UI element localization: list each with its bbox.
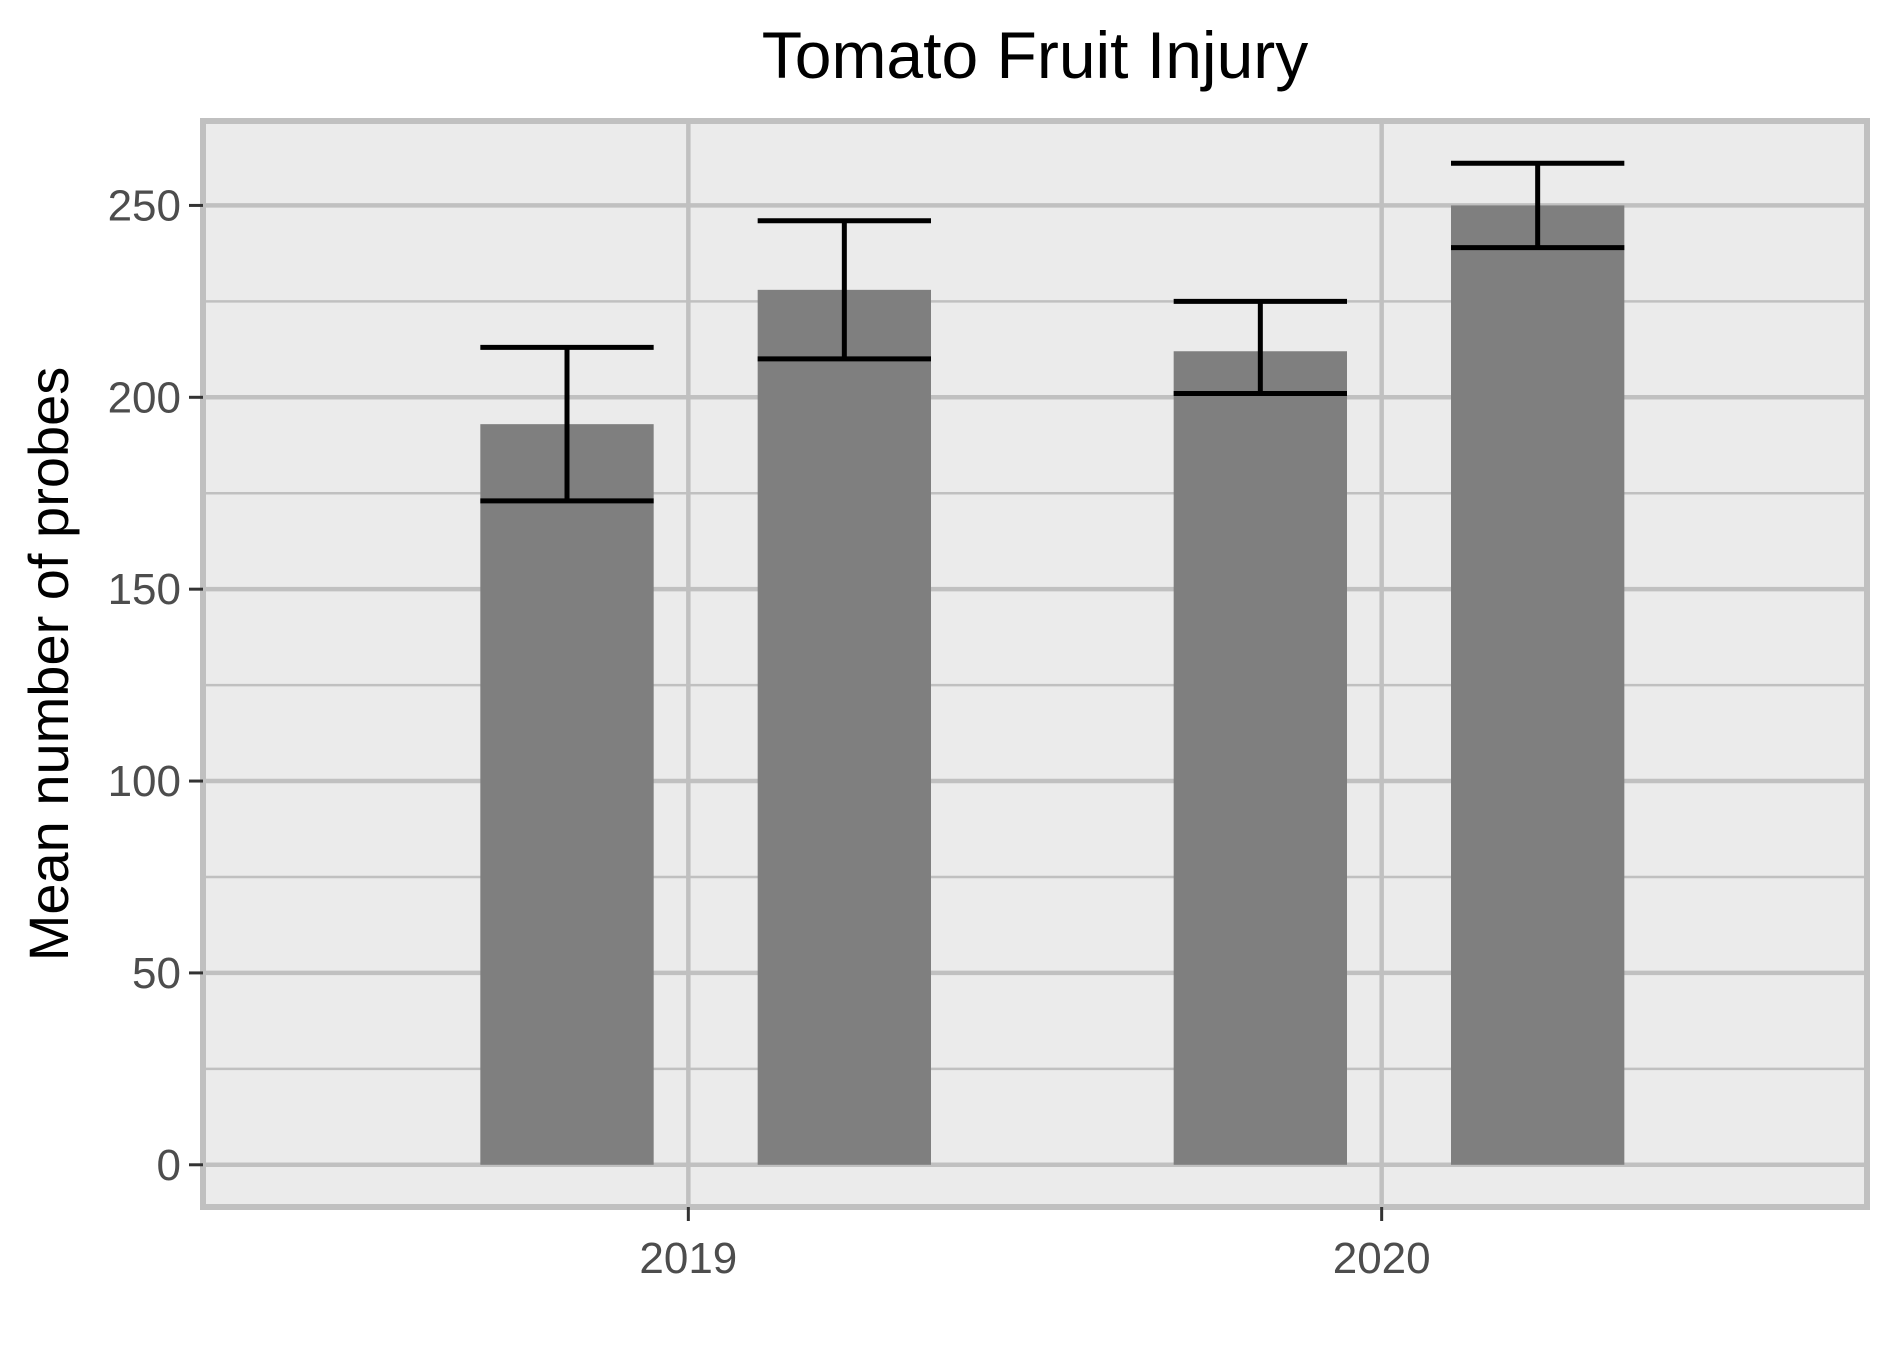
y-tick-label: 250 [108, 181, 181, 230]
y-tick-label: 50 [132, 949, 181, 998]
y-tick-label: 100 [108, 757, 181, 806]
tick-labels: 0 50 100 150 200 250 2019 2020 [108, 181, 1431, 1283]
x-tick-label: 2019 [639, 1234, 737, 1283]
axis-ticks [189, 203, 1384, 1221]
y-tick-label: 150 [108, 565, 181, 614]
error-bars [480, 160, 1625, 504]
chart-title: Tomato Fruit Injury [762, 18, 1309, 92]
bar [1173, 351, 1347, 1165]
bars [480, 205, 1625, 1165]
x-tick-label: 2020 [1333, 1234, 1431, 1283]
bar [480, 424, 654, 1165]
bar [1451, 205, 1625, 1165]
y-tick-label: 0 [157, 1141, 181, 1190]
bar [757, 289, 931, 1165]
y-axis-label: Mean number of probes [17, 367, 80, 962]
y-tick-label: 200 [108, 373, 181, 422]
